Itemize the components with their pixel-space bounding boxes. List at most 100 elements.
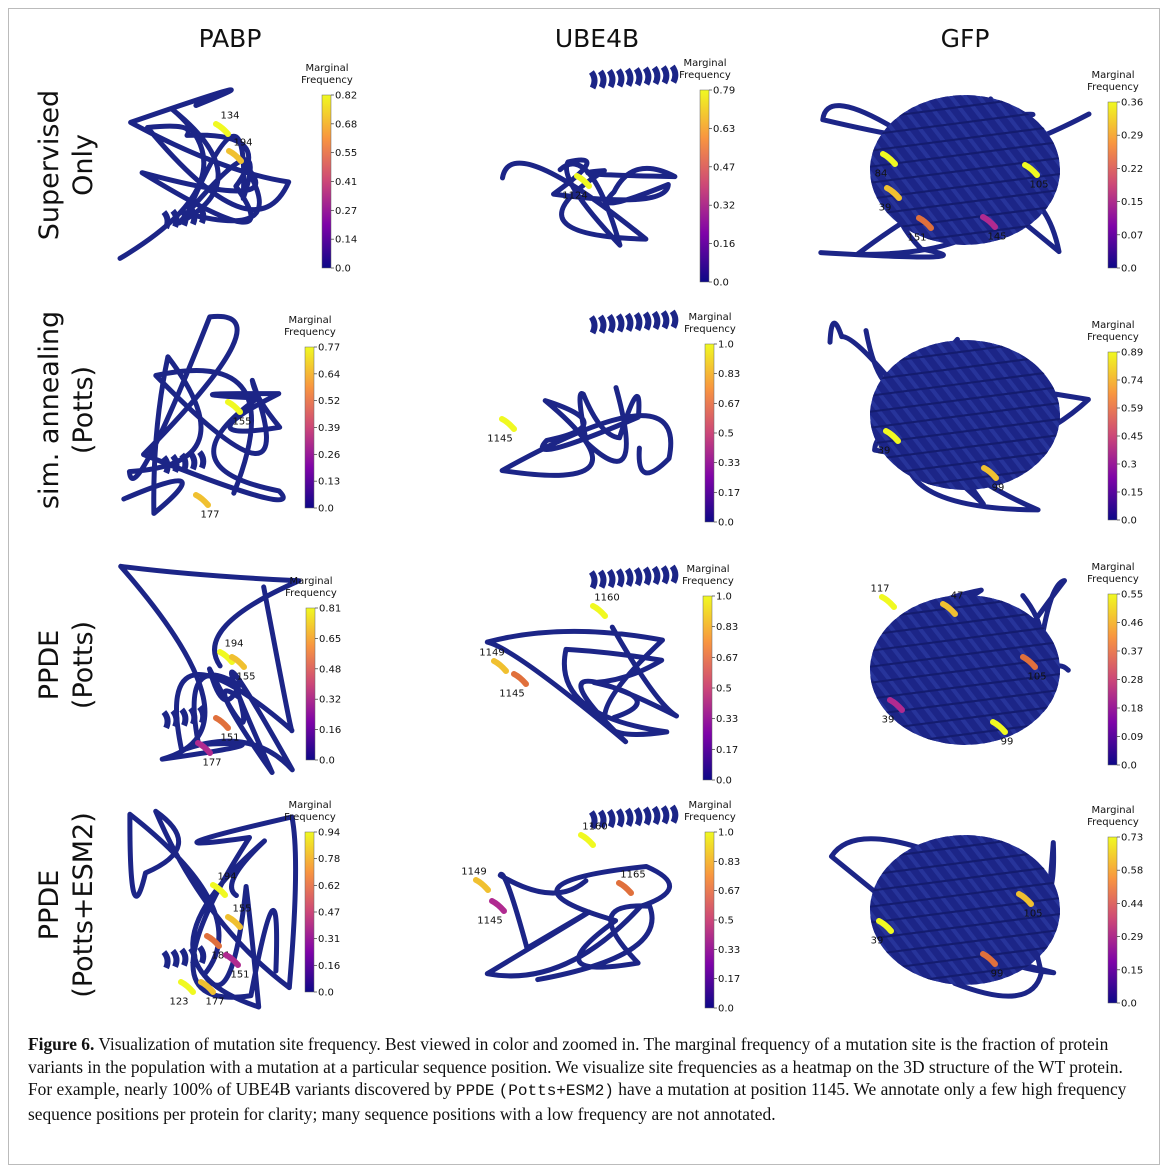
colorbar-tick-label: 0.0 xyxy=(1121,516,1137,527)
colorbar-tick-label: 0.79 xyxy=(713,86,735,97)
mutation-site xyxy=(198,979,216,995)
colorbar-tick-label: 0.39 xyxy=(318,423,340,434)
colorbar-tick-label: 0.15 xyxy=(1121,488,1143,499)
colorbar-title: Marginal xyxy=(288,315,331,326)
colorbar-title: Frequency xyxy=(284,327,336,338)
protein-structure xyxy=(500,64,679,248)
barrel-strand xyxy=(870,340,948,490)
barrel-strand xyxy=(870,340,962,490)
colorbar-tick-label: 0.33 xyxy=(716,714,738,725)
column-header: UBE4B xyxy=(555,24,639,53)
site-label: 105 xyxy=(1029,180,1048,191)
barrel-strand xyxy=(845,289,1075,319)
site-label: 1149 xyxy=(461,867,486,878)
colorbar-title: Frequency xyxy=(1087,574,1139,585)
barrel-strand xyxy=(942,340,1060,490)
barrel-strand xyxy=(870,139,1060,171)
colorbar xyxy=(702,595,713,781)
protein-ribbon xyxy=(121,313,286,516)
colorbar-title: Marginal xyxy=(305,63,348,74)
barrel-strand xyxy=(1040,340,1060,490)
barrel-strand xyxy=(707,580,847,760)
mutation-site xyxy=(879,594,897,610)
mutation-site xyxy=(489,898,507,914)
site-label: 99 xyxy=(991,969,1004,980)
barrel-strand xyxy=(942,95,1060,245)
barrel-strand xyxy=(870,639,1060,671)
colorbar-title: Marginal xyxy=(688,800,731,811)
barrel-strand xyxy=(707,325,847,505)
barrel-strand xyxy=(984,595,1060,745)
row-header-line: Supervised xyxy=(34,90,65,240)
site-label: 47 xyxy=(951,591,964,602)
site-label: 105 xyxy=(1023,909,1042,920)
colorbar-tick-label: 0.0 xyxy=(318,988,334,999)
colorbar-title: Frequency xyxy=(684,812,736,823)
colorbar xyxy=(1107,836,1118,1004)
row-header-line: (Potts+ESM2) xyxy=(68,812,99,997)
protein-ribbon xyxy=(118,563,302,775)
colorbar-tick-label: 0.15 xyxy=(1121,197,1143,208)
colorbar-tick-label: 0.81 xyxy=(319,604,341,615)
barrel-strand xyxy=(870,595,878,745)
mutation-site xyxy=(204,933,222,949)
barrel-strand xyxy=(870,368,1060,400)
barrel-strand xyxy=(870,835,878,985)
protein-structure xyxy=(127,808,299,1010)
colorbar-tick-label: 0.28 xyxy=(1121,675,1143,686)
colorbar-tick-label: 0.0 xyxy=(718,1004,734,1015)
colorbar xyxy=(305,607,316,761)
barrel-strand xyxy=(870,95,976,245)
site-label: 99 xyxy=(1001,737,1014,748)
protein-structure xyxy=(484,804,679,983)
colorbar-tick-label: 0.67 xyxy=(718,886,740,897)
colorbar-title: Frequency xyxy=(285,588,337,599)
protein-structure xyxy=(117,87,292,261)
barrel-strand xyxy=(956,835,1060,985)
colorbar-tick-label: 0.17 xyxy=(716,745,738,756)
colorbar-tick-label: 0.27 xyxy=(335,206,357,217)
row-header-line: sim. annealing xyxy=(34,311,65,509)
barrel-strand xyxy=(870,123,1060,155)
site-label: 84 xyxy=(875,169,888,180)
barrel-strand xyxy=(845,305,1075,335)
caption: Figure 6. Visualization of mutation site… xyxy=(28,1033,1140,1125)
colorbar-tick-label: 0.16 xyxy=(318,961,340,972)
colorbar-tick-label: 0.83 xyxy=(718,369,740,380)
colorbar-title: Marginal xyxy=(1091,320,1134,331)
barrel-strand xyxy=(845,544,1075,574)
site-label: 1145 xyxy=(499,689,524,700)
colorbar-title: Frequency xyxy=(1087,817,1139,828)
colorbar-tick-label: 0.83 xyxy=(718,857,740,868)
colorbar-tick-label: 0.0 xyxy=(1121,264,1137,275)
row-header: PPDE (Potts) xyxy=(34,621,99,709)
mutation-site xyxy=(887,697,905,713)
mutation-site xyxy=(578,832,596,848)
colorbar-title: Marginal xyxy=(1091,805,1134,816)
colorbar-tick-label: 0.73 xyxy=(1121,833,1143,844)
site-label: 39 xyxy=(882,715,895,726)
protein-structure xyxy=(118,563,302,775)
barrel-strand xyxy=(970,595,1060,745)
site-label: 123 xyxy=(169,997,188,1008)
colorbar-tick-label: 0.89 xyxy=(1121,348,1143,359)
colorbar-tick-label: 0.58 xyxy=(1121,866,1143,877)
mutation-site xyxy=(225,399,243,415)
mutation-site xyxy=(225,914,243,930)
barrel-strand xyxy=(870,95,948,245)
site-label: 39 xyxy=(879,203,892,214)
colorbar-tick-label: 0.16 xyxy=(713,239,735,250)
colorbar-tick-label: 0.17 xyxy=(718,488,740,499)
site-label: 151 xyxy=(220,733,239,744)
colorbar-tick-label: 0.63 xyxy=(713,124,735,135)
site-label: 1149 xyxy=(479,648,504,659)
colorbar-tick-label: 0.0 xyxy=(319,756,335,767)
colorbar-tick-label: 0.3 xyxy=(1121,460,1137,471)
site-label: 1145 xyxy=(487,434,512,445)
colorbar-tick-label: 0.14 xyxy=(335,235,357,246)
colorbar-title: Marginal xyxy=(686,564,729,575)
barrel-strand xyxy=(845,60,1075,90)
site-label: 1160 xyxy=(594,593,619,604)
